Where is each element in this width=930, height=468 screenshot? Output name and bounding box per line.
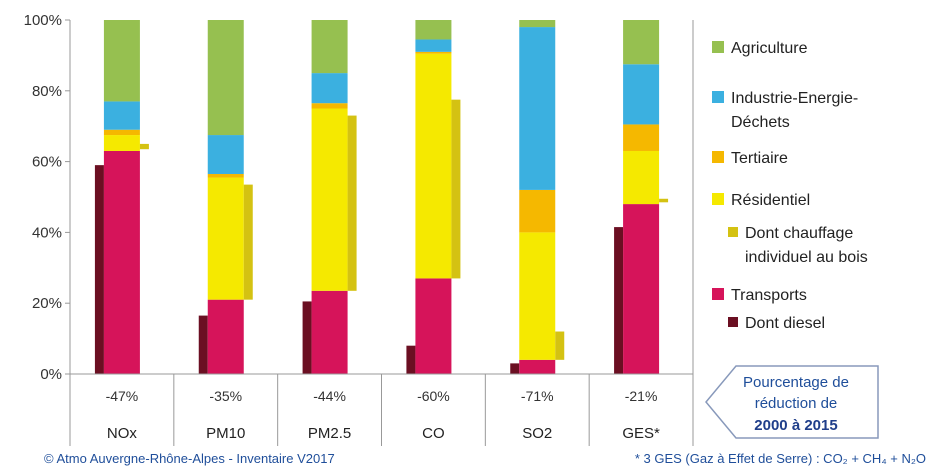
legend-label-line2: Déchets [731,114,790,131]
legend-swatch [712,288,724,300]
bar-segment-r-sidentiel-nox [103,135,140,151]
y-tick-label: 40% [32,224,62,241]
bar-segment-agriculture-pm25 [311,20,348,74]
bar-segment-tertiaire-so2 [519,189,556,233]
bar-segment-tertiaire-pm25 [311,103,348,109]
legend-swatch [712,151,724,163]
bar-segment-industrie-energie-d-chets-ges [623,64,660,125]
category-label: SO2 [522,425,552,442]
bar-dont-diesel-ges [614,227,624,374]
bar-segment-industrie-energie-d-chets-pm25 [311,73,348,104]
reduction-callout: Pourcentage de réduction de 2000 à 2015 [705,365,879,439]
bar-segment-industrie-energie-d-chets-pm10 [207,135,244,174]
bar-segment-r-sidentiel-ges [623,150,660,205]
legend-label-line2: individuel au bois [745,249,868,266]
reduction-value: -21% [625,388,658,404]
bar-segment-agriculture-so2 [519,20,556,28]
bar-dont-diesel-co [406,345,416,374]
bar-segment-transports-nox [103,150,140,374]
category-label: PM2.5 [308,425,351,442]
bar-dont-chauffage-bois-co [451,99,461,279]
y-tick-label: 80% [32,83,62,100]
bar-dont-diesel-pm25 [302,301,312,374]
reduction-value: -71% [521,388,554,404]
reduction-value: -44% [313,388,346,404]
bar-segment-r-sidentiel-pm25 [311,108,348,291]
reduction-callout-line2: réduction de [755,395,838,412]
reduction-callout-shape [705,365,879,439]
bar-segment-transports-so2 [519,359,556,374]
reduction-value: -47% [106,388,139,404]
bar-segment-transports-ges [623,204,660,374]
bar-segment-r-sidentiel-co [415,53,452,279]
reduction-value: -60% [417,388,450,404]
y-axis: 0% 20% 40% 60% 80% 100% [24,12,694,383]
bar-dont-chauffage-bois-ges [659,198,669,203]
legend-swatch [712,41,724,53]
bar-dont-chauffage-bois-pm25 [347,115,357,291]
bar-segment-tertiaire-ges [623,124,660,151]
bar-segment-industrie-energie-d-chets-co [415,39,452,52]
category-label: CO [422,425,445,442]
legend-label: Dont diesel [745,315,825,332]
legend-label: Industrie-Energie- [731,90,858,107]
bar-dont-chauffage-bois-pm10 [243,184,253,300]
reduction-value: -35% [209,388,242,404]
bar-segment-transports-co [415,278,452,374]
legend-swatch [712,91,724,103]
legend-label: Transports [731,287,807,304]
bar-dont-diesel-so2 [510,363,520,374]
legend-label: Agriculture [731,40,808,57]
bar-dont-chauffage-bois-so2 [555,331,565,360]
bar-segment-tertiaire-nox [103,129,140,136]
legend: Agriculture Industrie-Energie- Déchets Tert… [712,40,868,332]
bar-segment-tertiaire-pm10 [207,173,244,178]
bar-segment-r-sidentiel-pm10 [207,177,244,300]
bar-segment-industrie-energie-d-chets-nox [103,101,140,130]
footer-copyright: © Atmo Auvergne-Rhône-Alpes - Inventaire… [44,451,335,466]
bar-dont-diesel-nox [94,165,104,374]
bar-dont-diesel-pm10 [198,315,208,374]
bar-segment-transports-pm25 [311,290,348,374]
bar-segment-transports-pm10 [207,299,244,374]
y-tick-label: 20% [32,295,62,312]
reduction-table: -47% NOx -35% PM10 -44% PM2.5 -60% CO -71% SO2 -21… [69,373,694,446]
bar-segment-agriculture-co [415,20,452,40]
bar-segment-agriculture-pm10 [207,20,244,136]
legend-label: Résidentiel [731,192,810,209]
bar-segment-agriculture-ges [623,20,660,65]
bar-segment-industrie-energie-d-chets-so2 [519,27,556,190]
y-tick-label: 100% [24,12,62,29]
y-tick-label: 60% [32,154,62,171]
legend-label: Dont chauffage [745,225,853,242]
bar-segment-tertiaire-co [415,51,452,54]
category-label: NOx [107,425,138,442]
y-tick-label: 0% [40,366,62,383]
footer-ges-note: * 3 GES (Gaz à Effet de Serre) : CO₂ + C… [635,451,926,466]
reduction-callout-line1: Pourcentage de [743,374,849,391]
legend-swatch [712,193,724,205]
bar-dont-chauffage-bois-nox [139,143,149,150]
bar-segment-agriculture-nox [103,20,140,102]
category-label: PM10 [206,425,245,442]
legend-swatch [728,317,738,327]
legend-label: Tertiaire [731,150,788,167]
reduction-callout-line3: 2000 à 2015 [754,417,837,434]
bars [94,20,669,374]
legend-swatch [728,227,738,237]
category-label: GES* [622,425,660,442]
bar-segment-r-sidentiel-so2 [519,232,556,360]
